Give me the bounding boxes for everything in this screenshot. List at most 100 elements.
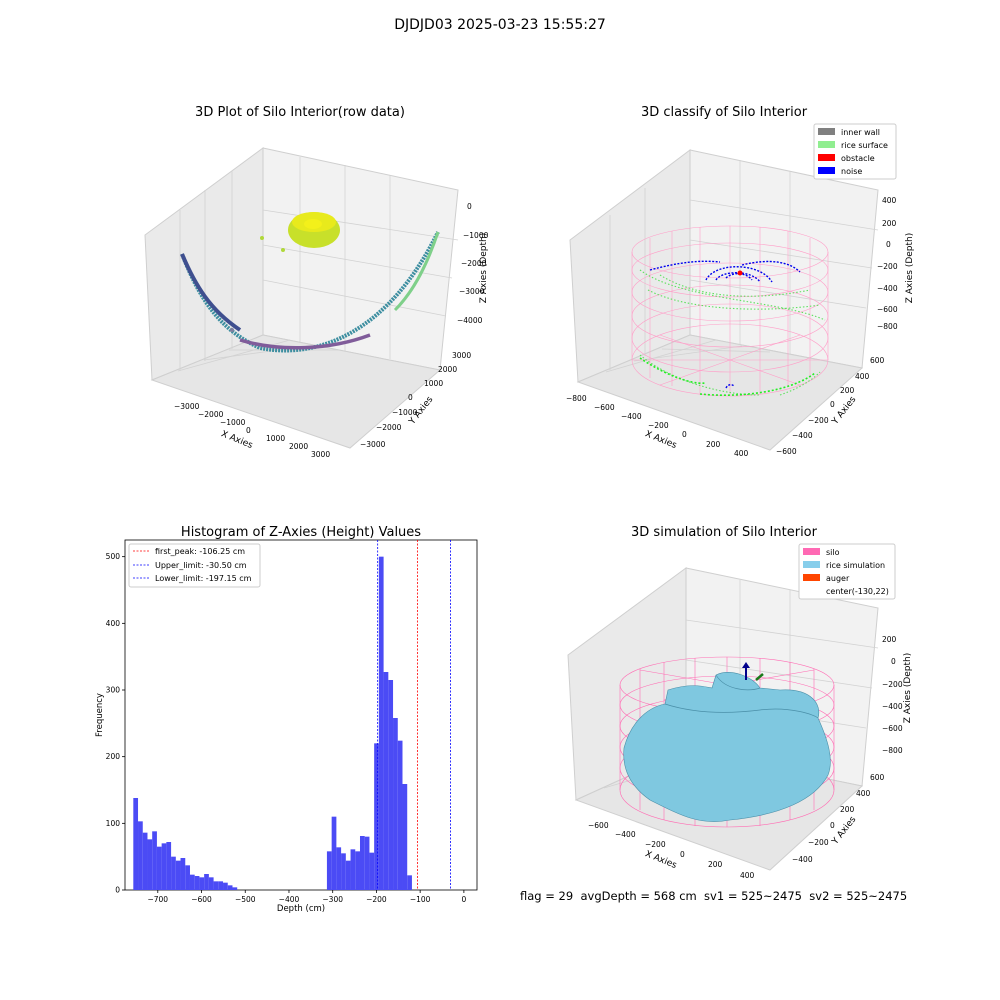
histogram-y-tick-label: 0	[115, 886, 120, 895]
raw-panel-title: 3D Plot of Silo Interior(row data)	[195, 105, 405, 120]
legend-label: inner wall	[841, 128, 880, 137]
histogram-bar	[152, 831, 157, 890]
simulation-auger-arrow-icon	[742, 662, 750, 668]
histogram-bar	[147, 839, 153, 890]
simulation-ztick: 0	[891, 657, 896, 666]
histogram-bar	[185, 865, 190, 890]
histogram-bar	[393, 718, 398, 890]
legend-label: noise	[841, 167, 862, 176]
classify-obstacle-point	[737, 270, 743, 276]
histogram-bar	[223, 882, 228, 890]
simulation-xtick: 400	[740, 871, 755, 880]
classify-grid	[605, 160, 879, 373]
raw-floor-points	[239, 333, 371, 350]
raw-grid	[177, 157, 459, 372]
legend-swatch-obstacle	[818, 154, 835, 161]
histogram-x-tick-label: −200	[366, 895, 387, 904]
raw-outlier-point	[260, 236, 264, 240]
histogram-title: Histogram of Z-Axies (Height) Values	[181, 525, 421, 540]
simulation-xtick: −400	[615, 830, 636, 839]
classify-xtick: 0	[682, 430, 687, 439]
histogram-bar	[227, 885, 233, 890]
histogram-bar	[171, 856, 176, 890]
classify-ytick: 400	[855, 372, 870, 381]
legend-label: silo	[826, 548, 840, 557]
classify-ytick: 0	[830, 400, 835, 409]
classify-silo-wireframe	[631, 225, 829, 397]
classify-xtick: −200	[648, 421, 669, 430]
legend-label: obstacle	[841, 154, 875, 163]
histogram-bar	[194, 876, 200, 890]
classify-floor-pane	[576, 334, 864, 451]
histogram-bar	[374, 743, 379, 890]
raw-wall-points-light	[393, 231, 440, 312]
raw-outlier-point	[281, 248, 285, 252]
raw-zlabel: Z Axies (Depth)	[479, 233, 489, 304]
classify-ztick: 0	[886, 240, 891, 249]
raw-ytick: −1000	[392, 408, 418, 417]
raw-3d-panel: 3D Plot of Silo Interior(row data) −3000…	[144, 105, 489, 459]
histogram-bar	[397, 740, 403, 890]
raw-ztick: 0	[467, 202, 472, 211]
raw-ytick: 0	[408, 393, 413, 402]
raw-ytick: −2000	[376, 423, 402, 432]
histogram-y-tick-label: 500	[106, 552, 121, 561]
classify-panel-title: 3D classify of Silo Interior	[641, 105, 808, 120]
histogram-x-tick-label: −100	[410, 895, 431, 904]
classify-ytick: −600	[776, 447, 797, 456]
histogram-bar	[199, 877, 205, 890]
simulation-ztick: −200	[882, 680, 903, 689]
classify-ytick: 600	[870, 356, 885, 365]
histogram-bar	[364, 836, 370, 890]
histogram-bar	[218, 881, 224, 890]
simulation-ylabel: Y Axies	[830, 815, 859, 848]
raw-xtick: −3000	[174, 402, 200, 411]
legend-label: center(-130,22)	[826, 587, 889, 596]
histogram-bar	[407, 875, 412, 890]
histogram-x-tick-label: −600	[191, 895, 212, 904]
histogram-bar	[142, 832, 148, 890]
simulation-3d-panel: 3D simulation of Silo Interior	[567, 525, 913, 880]
classify-legend: inner wall rice surface obstacle noise	[813, 123, 897, 180]
legend-label: rice simulation	[826, 561, 885, 570]
simulation-auger-green	[755, 673, 764, 681]
raw-ztick: −2000	[461, 259, 487, 268]
raw-ytick: 3000	[452, 351, 471, 360]
simulation-ztick: −800	[882, 746, 903, 755]
simulation-ytick: 0	[830, 821, 835, 830]
legend-swatch-auger	[803, 574, 820, 581]
legend-swatch-rice-simulation	[803, 561, 820, 568]
classify-ztick: −800	[877, 322, 898, 331]
simulation-ytick: 600	[870, 773, 885, 782]
histogram-bar	[156, 846, 162, 890]
histogram-y-tick-label: 100	[106, 819, 121, 828]
classify-ytick: 200	[840, 386, 855, 395]
histogram-xlabel: Depth (cm)	[277, 904, 325, 914]
classify-xtick: −800	[566, 394, 587, 403]
classify-ytick: −200	[808, 416, 829, 425]
histogram-bar	[350, 849, 356, 890]
raw-wall-points-dark	[180, 253, 242, 332]
raw-ytick: 1000	[424, 379, 443, 388]
legend-label: Upper_limit: -30.50 cm	[155, 561, 247, 570]
classify-ytick: −400	[792, 431, 813, 440]
histogram-bar	[326, 851, 332, 890]
histogram-bar	[383, 672, 389, 890]
histogram-bar	[331, 816, 337, 890]
histogram-bar	[369, 852, 375, 890]
histogram-bar	[355, 851, 360, 890]
histogram-x-ticks: −700 −600 −500 −400 −300 −200 −100 0	[147, 890, 466, 904]
simulation-ytick: 400	[856, 789, 871, 798]
histogram-bar	[345, 860, 351, 890]
classify-noise-points	[649, 260, 801, 389]
legend-swatch-noise	[818, 167, 835, 174]
classify-xtick: 200	[706, 440, 721, 449]
histogram-x-tick-label: −700	[147, 895, 168, 904]
histogram-y-ticks: 0 100 200 300 400 500	[106, 552, 125, 895]
classify-xtick: −400	[621, 412, 642, 421]
simulation-panel-title: 3D simulation of Silo Interior	[631, 525, 818, 540]
legend-label: first_peak: -106.25 cm	[155, 547, 245, 556]
histogram-plot-area	[124, 539, 478, 891]
histogram-x-tick-label: −500	[235, 895, 256, 904]
